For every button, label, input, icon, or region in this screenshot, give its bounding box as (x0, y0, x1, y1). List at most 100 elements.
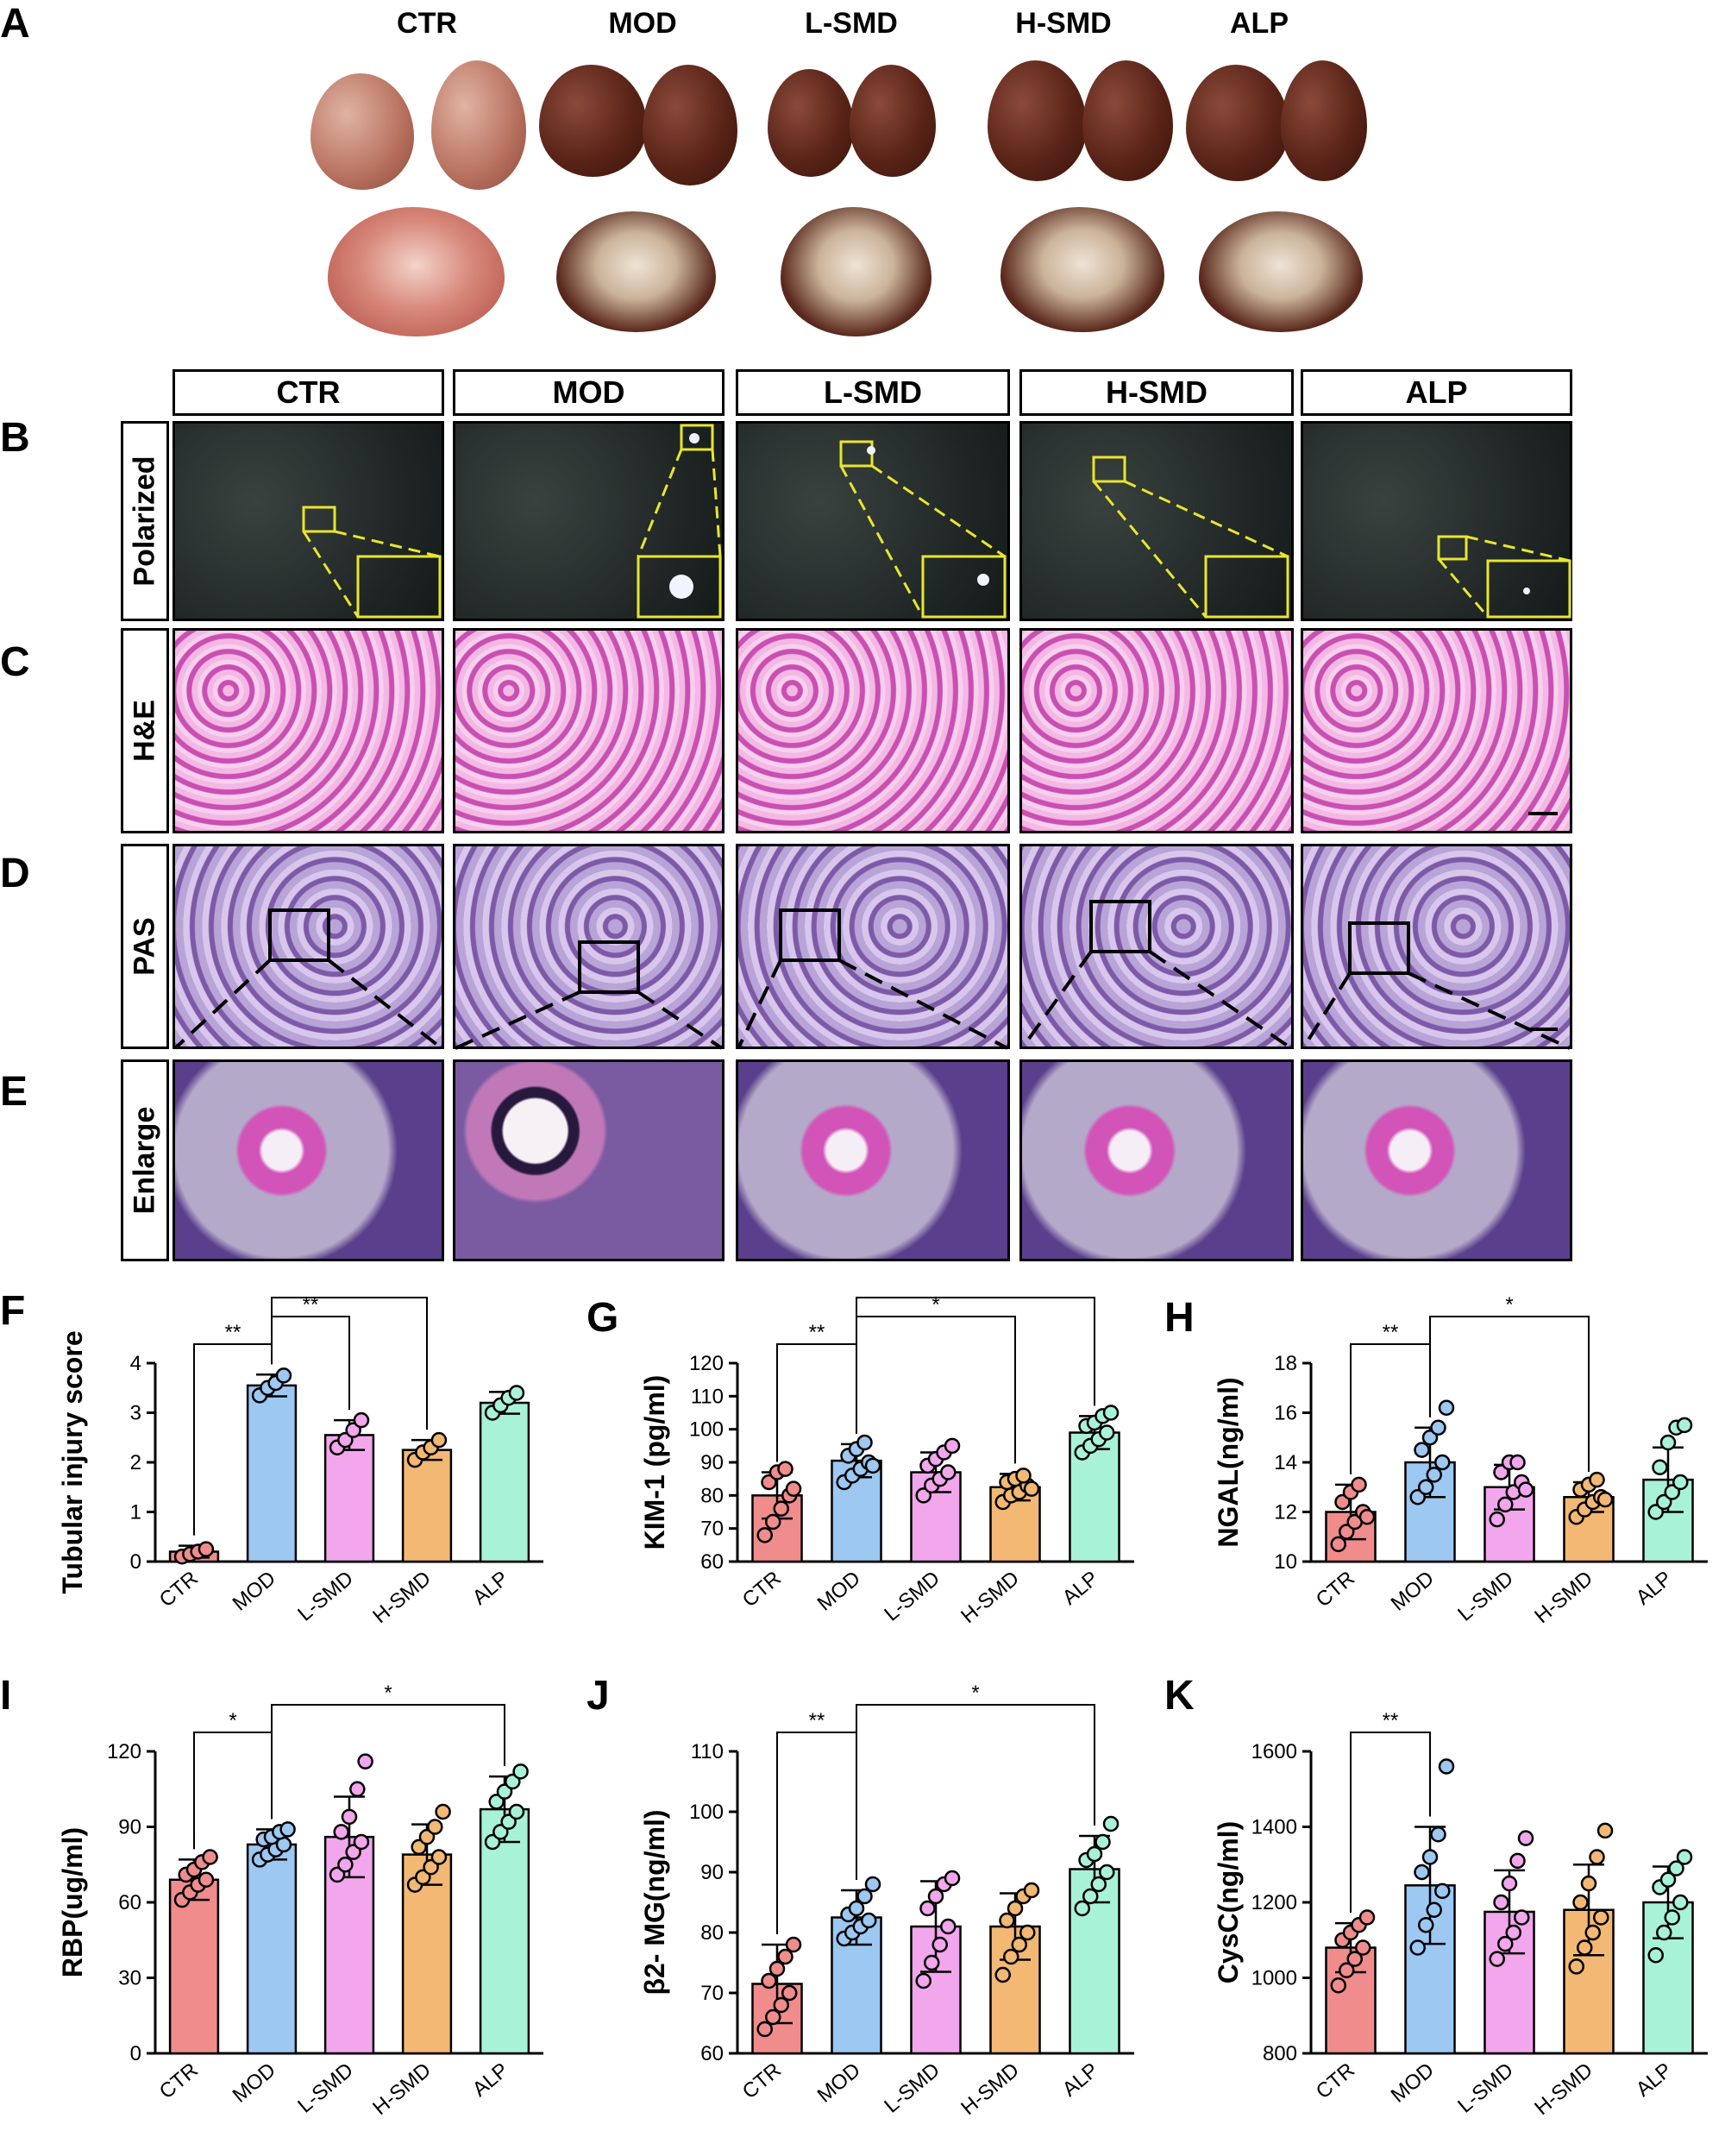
data-point (1517, 1481, 1534, 1498)
pas-zoom-overlay (173, 900, 1571, 1050)
data-point (856, 1434, 873, 1451)
chart-f-tubular-injury: 0 1 2 3 4 Tubular injury score CTR MOD L-SMD H-SM… (57, 1285, 543, 1628)
x-tick-label: MOD (1387, 2059, 1439, 2108)
chart-h-ngal: 10 12 14 16 18 NGAL(ng/ml) CTR MOD L-SMD H-SMD ALP… (1213, 1293, 1708, 1628)
data-point (1568, 1958, 1584, 1975)
data-point (777, 1948, 794, 1965)
data-point (1496, 1935, 1514, 1952)
data-point (932, 1936, 949, 1953)
data-point (861, 1912, 877, 1929)
data-point (512, 1763, 529, 1780)
panel-label-a: A (0, 1, 30, 47)
column-header-lsmd: L-SMD (736, 369, 1010, 416)
kidney-photo-hsmd-whole-1 (988, 60, 1087, 181)
data-point (1589, 1471, 1605, 1488)
data-point (1672, 1474, 1689, 1491)
kidney-photo-mod-section (556, 211, 716, 332)
data-point (1676, 1417, 1693, 1434)
bar-h-smd (401, 1449, 453, 1563)
y-tick-label: 1400 (1251, 1816, 1297, 1839)
x-tick-label: H-SMD (957, 2059, 1024, 2120)
data-point (202, 1849, 218, 1865)
data-point (1421, 1849, 1439, 1865)
kidney-photo-mod-whole-2 (643, 65, 737, 185)
data-point (1417, 1917, 1434, 1933)
data-point (1102, 1815, 1120, 1832)
data-point (1655, 1493, 1672, 1511)
micrograph-enlarge-mod (453, 1059, 724, 1261)
x-tick-label: CTR (1312, 2059, 1359, 2103)
y-axis-label: Tubular injury score (57, 1330, 88, 1593)
data-point (1011, 1936, 1028, 1953)
data-point (500, 1813, 517, 1830)
y-tick-label: 30 (118, 1967, 141, 1990)
micrograph-pas-lsmd (736, 844, 1010, 1049)
data-point (1086, 1845, 1103, 1863)
data-point (915, 1972, 932, 1989)
y-tick-label: 1000 (1251, 1967, 1297, 1990)
micrograph-polarized-ctr (172, 421, 444, 621)
y-tick-label: 2 (130, 1451, 141, 1474)
data-point (1514, 1909, 1530, 1926)
data-point (1593, 1909, 1609, 1926)
data-point (1330, 1977, 1346, 1994)
x-tick-label: H-SMD (957, 1567, 1024, 1628)
x-tick-label: L-SMD (880, 1567, 944, 1626)
x-tick-label: L-SMD (1453, 2059, 1518, 2118)
y-tick-label: 90 (118, 1816, 141, 1839)
kidney-photo-ctr-section (328, 207, 505, 336)
data-point (1414, 1442, 1430, 1458)
bar-mod (246, 1843, 298, 2055)
data-point (1572, 1894, 1589, 1911)
y-axis-label: RBP(ug/ml) (57, 1827, 88, 1977)
data-point (864, 1876, 881, 1893)
y-axis-label: NGAL(ng/ml) (1213, 1377, 1244, 1547)
micrograph-he-hsmd (1019, 628, 1294, 833)
y-tick-label: 1600 (1251, 1740, 1297, 1763)
bar-l-smd (323, 1434, 375, 1563)
kidney-photo-alp-whole-2 (1281, 60, 1367, 181)
x-tick-label: H-SMD (1530, 2059, 1597, 2120)
data-point (1023, 1480, 1040, 1497)
data-point (1090, 1876, 1107, 1893)
data-point (1668, 1860, 1684, 1876)
data-point (1576, 1939, 1593, 1956)
data-point (764, 1513, 781, 1531)
row-header-enlarge: Enlarge (121, 1059, 169, 1261)
data-point (484, 1833, 501, 1851)
data-point (1655, 1924, 1672, 1941)
data-point (785, 1936, 802, 1953)
data-point (1496, 1496, 1514, 1513)
micrograph-polarized-hsmd (1019, 421, 1294, 621)
data-point (1430, 1826, 1446, 1843)
x-tick-label: L-SMD (1453, 1567, 1518, 1626)
data-point (1489, 1511, 1505, 1528)
x-tick-label: CTR (155, 1567, 203, 1612)
y-tick-label: 120 (107, 1740, 141, 1763)
data-point (761, 1474, 777, 1491)
data-point (1589, 1849, 1605, 1865)
data-point (940, 1464, 957, 1480)
y-axis-label: β2- MG(ng/ml) (639, 1809, 670, 1995)
panel-label-f: F (0, 1288, 26, 1334)
data-point (1023, 1882, 1040, 1899)
data-point (1664, 1484, 1681, 1500)
x-tick-label: CTR (738, 1567, 786, 1612)
x-tick-label: ALP (468, 1567, 513, 1610)
y-tick-label: 60 (118, 1891, 141, 1914)
data-point (488, 1794, 505, 1810)
x-tick-label: MOD (813, 2059, 865, 2108)
data-point (781, 1984, 798, 2002)
significance-label: ** (225, 1321, 242, 1344)
significance-label: ** (1383, 1321, 1399, 1344)
chart-k-cysc: 800 1000 1200 1400 1600 CysC(ng/ml) CTR MOD L-SM… (1213, 1709, 1708, 2120)
y-tick-label: 10 (1274, 1550, 1297, 1574)
kidney-photo-mod-whole-1 (539, 65, 647, 177)
bar-mod (246, 1384, 298, 1563)
data-point (496, 1783, 513, 1800)
x-tick-label: H-SMD (368, 2059, 436, 2120)
row-header-he: H&E (121, 628, 169, 833)
data-point (764, 2008, 781, 2026)
y-axis-label: CysC(ng/ml) (1213, 1821, 1244, 1983)
data-point (1652, 1459, 1668, 1475)
